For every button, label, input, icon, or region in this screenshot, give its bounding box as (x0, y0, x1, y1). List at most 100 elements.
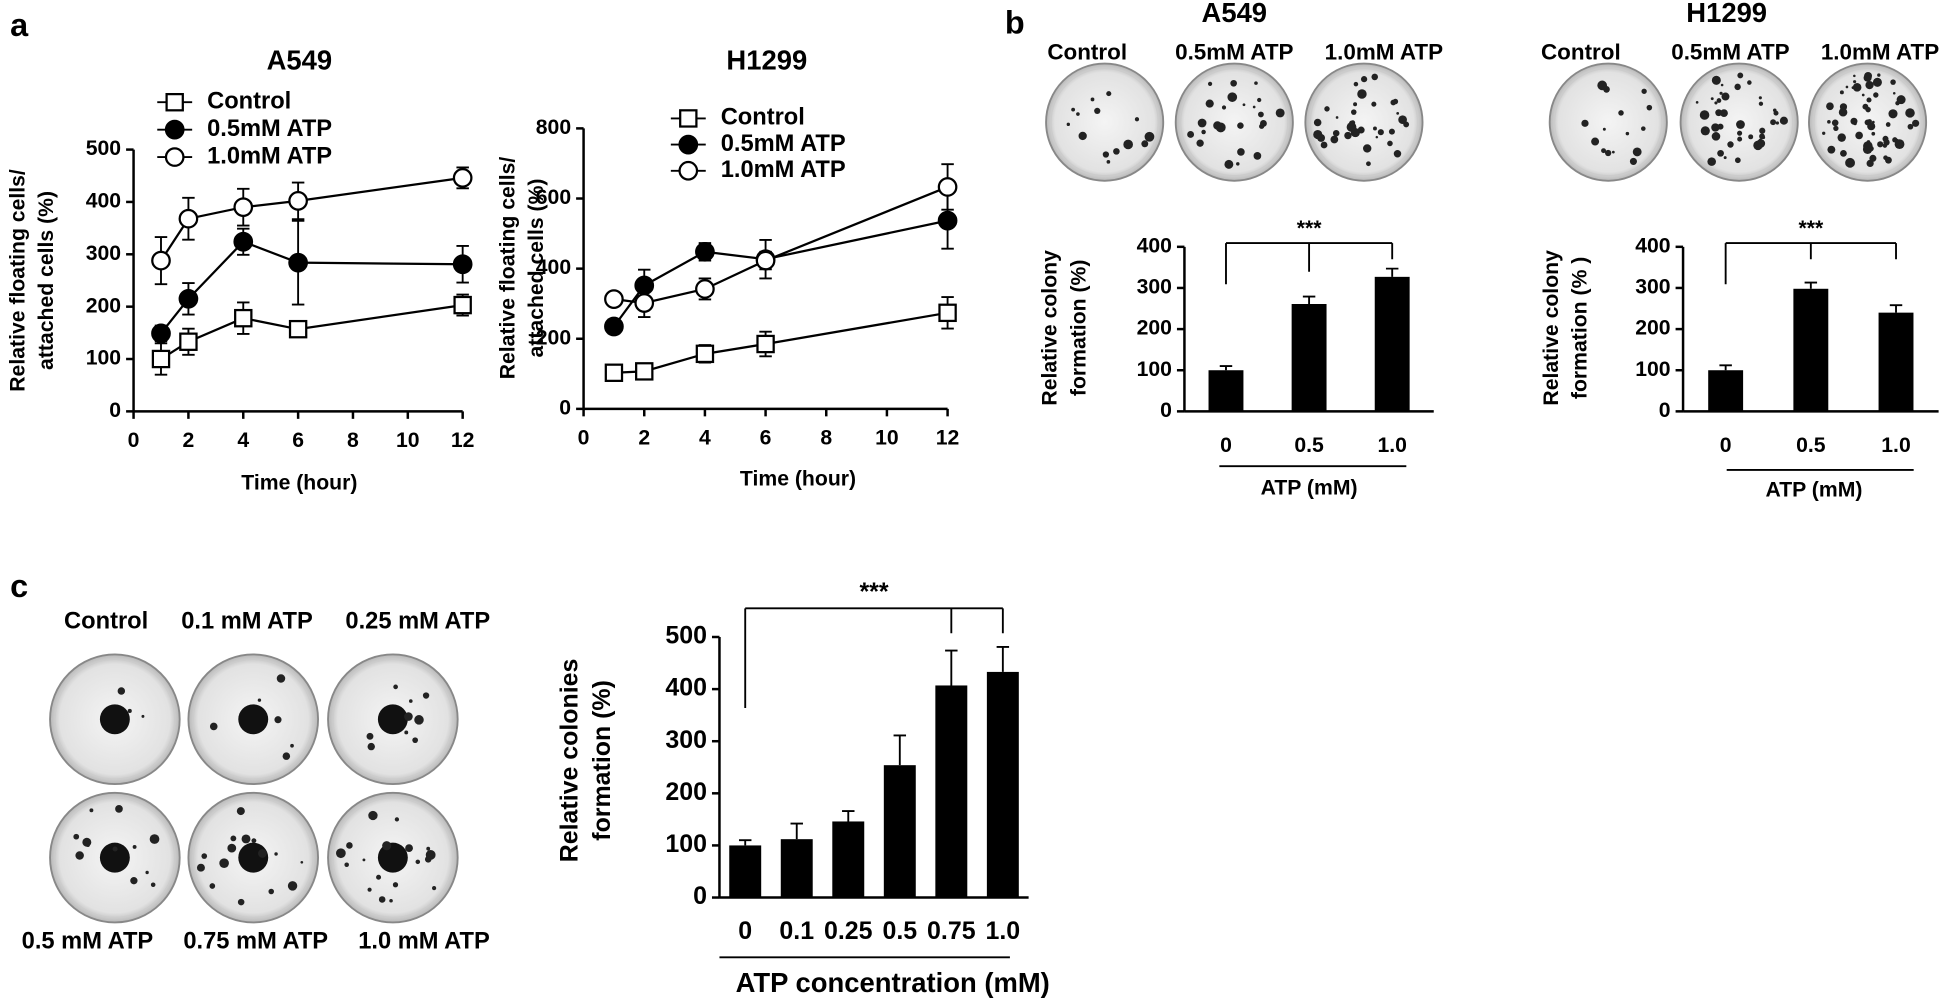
colony (336, 848, 346, 859)
colony (1872, 77, 1882, 87)
y-tick-label: 200 (1635, 317, 1670, 340)
colony (209, 722, 218, 731)
colony (1711, 75, 1721, 85)
colony (241, 834, 251, 844)
colony (1877, 73, 1881, 77)
colony (1344, 131, 1352, 140)
colony (1867, 119, 1872, 124)
colony (1717, 149, 1724, 157)
colony (1720, 109, 1728, 118)
colony (1078, 131, 1087, 141)
colony (1762, 135, 1766, 140)
colony (1838, 107, 1848, 117)
colony (1845, 85, 1849, 89)
dish-rim (332, 797, 454, 919)
colony (150, 882, 156, 888)
dish-label: 1.0mM ATP (1821, 40, 1939, 65)
x-tick-label: 0 (128, 429, 140, 452)
colony (274, 852, 278, 856)
colony (290, 743, 294, 748)
y-tick-label: 300 (86, 242, 121, 265)
x-axis-label: ATP concentration (mM) (736, 967, 1050, 998)
x-tick-label: 4 (699, 426, 711, 449)
series-line (160, 176, 463, 262)
dish-rim (1180, 67, 1289, 177)
colony (1734, 83, 1741, 91)
colony (382, 841, 392, 851)
colony-center (238, 704, 269, 735)
colony (1611, 150, 1615, 154)
x-tick-label: 2 (638, 426, 650, 449)
bar (1793, 288, 1829, 412)
bar (883, 765, 916, 898)
colony (1758, 138, 1762, 142)
x-tick-label: 1.0 (1377, 434, 1406, 457)
marker (695, 344, 715, 364)
error-bar (1385, 267, 1399, 277)
colony (1187, 131, 1195, 138)
y-tick-label: 100 (86, 347, 121, 370)
colony (1375, 135, 1379, 139)
colony (287, 881, 298, 891)
y-tick-label: 400 (86, 190, 121, 213)
colony (1723, 156, 1727, 160)
marker (452, 168, 473, 188)
y-axis-label: formation (%) (588, 680, 616, 841)
legend-label: 1.0mM ATP (721, 157, 846, 183)
x-tick-label: 8 (820, 426, 832, 449)
y-axis-label: Relative colonies (556, 659, 584, 863)
colony (432, 886, 437, 891)
panel-label: c (10, 568, 28, 604)
colony (404, 712, 413, 721)
colony (196, 863, 205, 872)
colony (1759, 127, 1766, 134)
marker (233, 197, 254, 218)
colony (251, 838, 257, 844)
x-axis-label: Time (hour) (740, 468, 856, 491)
colony (117, 687, 126, 695)
error-bar (1219, 365, 1233, 371)
legend-marker (164, 119, 185, 140)
colony (1711, 132, 1721, 141)
colony (1144, 131, 1155, 142)
y-tick-label: 100 (665, 830, 707, 858)
colony (1853, 121, 1857, 126)
colony (424, 856, 432, 863)
colony (282, 752, 291, 760)
significance-label: *** (1297, 217, 1322, 240)
colony (1641, 88, 1647, 94)
colony (1865, 106, 1871, 113)
colony-center (377, 842, 408, 873)
series-line (613, 185, 949, 305)
y-axis-label: Relative floating cells/ (496, 157, 519, 380)
colony (1388, 128, 1395, 135)
colony (1840, 149, 1847, 157)
colony-center (99, 704, 130, 735)
x-tick-label: 0 (738, 917, 752, 945)
colony (366, 732, 374, 740)
colony (1772, 108, 1777, 113)
colony (1895, 100, 1900, 106)
colony (1601, 148, 1606, 154)
colony (1227, 92, 1238, 102)
colony (1736, 120, 1745, 129)
colony (412, 737, 419, 744)
colony (367, 887, 372, 892)
colony (1581, 119, 1589, 127)
y-tick-label: 200 (1137, 317, 1172, 340)
colony (75, 851, 84, 860)
marker (695, 241, 715, 262)
colony (257, 698, 262, 702)
colony (378, 896, 386, 903)
colony (1827, 145, 1836, 154)
colony (1197, 118, 1207, 128)
colony (1716, 98, 1722, 103)
colony (1123, 139, 1133, 150)
dish-label: 0.1 mM ATP (181, 608, 313, 634)
colony (404, 730, 409, 735)
colony (1335, 116, 1339, 119)
colony (1851, 86, 1855, 90)
colony-center (377, 704, 408, 735)
colony (237, 898, 245, 906)
